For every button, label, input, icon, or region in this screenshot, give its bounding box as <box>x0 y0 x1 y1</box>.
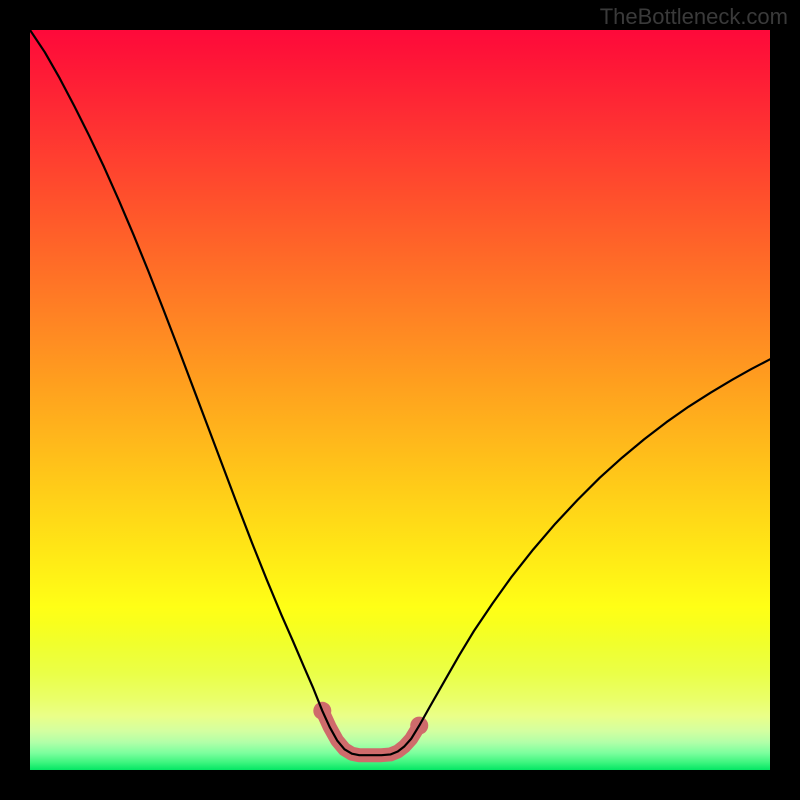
chart-frame: { "watermark": { "text": "TheBottleneck.… <box>0 0 800 800</box>
watermark-text: TheBottleneck.com <box>600 4 788 30</box>
chart-svg <box>30 30 770 770</box>
plot-background <box>30 30 770 770</box>
